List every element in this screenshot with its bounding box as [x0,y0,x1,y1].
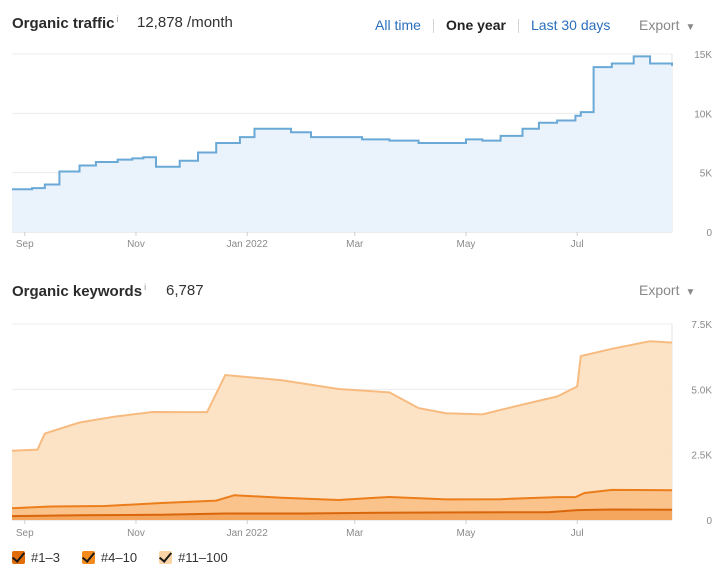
range-one-year-button[interactable]: One year [446,17,506,33]
keywords-export-label: Export [639,282,680,298]
legend-item-11-100[interactable]: #11–100 [159,550,228,565]
checkbox-checked-icon[interactable] [81,551,95,564]
organic-keywords-chart: 0 2.5K 5.0K 7.5K Sep Nov Jan 2022 Mar May Jul [11,320,712,539]
y-tick-label: 10K [694,109,712,120]
legend-label: #4–10 [100,550,138,565]
traffic-area [12,56,672,233]
y-tick-label: 7.5K [691,320,712,331]
y-tick-label: 0 [706,516,712,527]
traffic-export-button[interactable]: Export ▼ [639,17,695,33]
range-all-time-button[interactable]: All time [375,17,421,33]
keywords-area-2 [12,341,672,520]
legend-item-4-10[interactable]: #4–10 [81,550,138,565]
range-separator [518,19,519,33]
x-tick-label: Jul [571,528,584,539]
organic-traffic-title-text: Organic traffic [12,15,115,32]
keywords-line-1 [11,488,673,510]
y-tick-label: 2.5K [691,451,712,462]
range-last-30-days-button[interactable]: Last 30 days [531,17,611,33]
x-tick-label: Jul [571,239,584,250]
organic-traffic-chart: 0 5K 10K 15K Sep Nov Jan 2022 Mar May Jul [12,50,713,250]
y-tick-label: 5.0K [691,385,712,396]
organic-traffic-value: 12,878 /month [137,14,233,31]
keywords-line-0 [11,508,673,518]
checkbox-checked-icon[interactable] [12,551,25,564]
x-tick-label: Sep [16,239,34,250]
organic-keywords-value: 6,787 [166,282,204,299]
x-tick-label: Jan 2022 [227,239,269,250]
keywords-area-0 [12,509,672,520]
keywords-legend: #1–3 #4–10 #11–100 [12,550,228,565]
x-tick-label: May [457,239,476,250]
traffic-export-label: Export [639,17,680,33]
x-tick-label: Nov [127,528,145,539]
y-tick-label: 15K [694,50,712,61]
organic-keywords-title: Organic keywords i [12,282,146,300]
keywords-line-2 [11,340,673,452]
chevron-down-icon: ▼ [685,287,696,298]
y-tick-label: 5K [700,169,713,180]
checkbox-checked-icon[interactable] [159,551,173,564]
legend-label: #1–3 [31,550,60,565]
organic-traffic-title: Organic traffic i [12,14,119,32]
y-tick-label: 0 [706,228,712,239]
x-tick-label: Sep [16,528,34,539]
chevron-down-icon: ▼ [685,22,696,33]
x-tick-label: Nov [127,239,145,250]
x-tick-label: May [457,528,476,539]
info-icon[interactable]: i [116,14,119,24]
traffic-line [12,55,673,191]
legend-item-top3[interactable]: #1–3 [12,550,60,565]
legend-label: #11–100 [178,550,228,565]
keywords-export-button[interactable]: Export ▼ [639,282,695,298]
info-icon[interactable]: i [144,282,147,292]
x-tick-label: Mar [346,239,364,250]
x-tick-label: Jan 2022 [227,528,269,539]
x-tick-label: Mar [346,528,364,539]
organic-keywords-title-text: Organic keywords [12,283,143,300]
range-separator [433,19,434,33]
